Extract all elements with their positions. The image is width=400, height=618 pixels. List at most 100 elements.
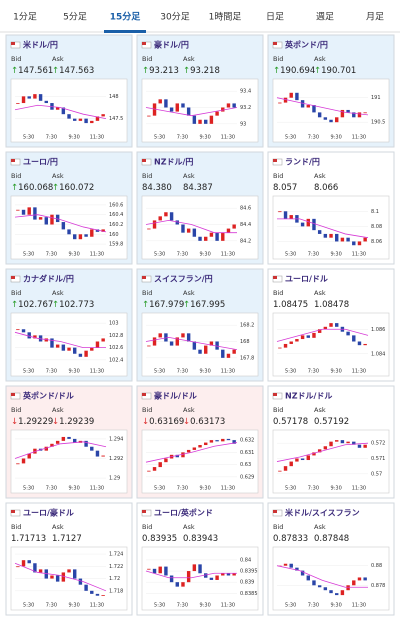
candle — [306, 575, 310, 581]
candle — [352, 335, 356, 342]
candle — [181, 452, 185, 458]
candle — [283, 211, 288, 219]
pair-name[interactable]: ユーロ/円 — [23, 158, 58, 167]
y-tick-label: 102.6 — [109, 345, 123, 351]
ask-label: Ask — [183, 289, 195, 297]
pair-name[interactable]: 豪ドル/円 — [154, 40, 189, 50]
candle — [317, 449, 322, 453]
flag-mark — [142, 393, 146, 396]
candle — [300, 570, 305, 576]
tab[interactable]: 1時間足 — [209, 12, 242, 23]
flag-mark — [142, 42, 146, 45]
bid-price: ↑147.561 — [11, 66, 53, 76]
x-tick-label: 9:30 — [200, 369, 211, 375]
candle — [84, 118, 88, 124]
tab[interactable]: 月足 — [366, 12, 384, 23]
moving-average — [14, 214, 107, 233]
ask-label: Ask — [314, 172, 326, 180]
candle — [73, 347, 77, 354]
candle — [306, 218, 310, 227]
price-arrow: ↓ — [11, 417, 18, 427]
candle — [340, 440, 345, 444]
x-tick-label: 7:30 — [308, 603, 319, 609]
tab[interactable]: 15分足 — [110, 11, 142, 23]
x-tick-label: 5:30 — [154, 486, 165, 492]
y-tick-label: 0.839 — [240, 580, 254, 586]
x-tick-label: 11:30 — [90, 486, 104, 492]
candle — [363, 343, 367, 346]
bid-price: ↑190.694 — [273, 66, 315, 76]
bid-value: 147.561 — [18, 66, 53, 76]
candle — [147, 568, 151, 570]
tab[interactable]: 5分足 — [63, 12, 87, 23]
candle — [198, 349, 202, 354]
bid-value: 84.380 — [142, 183, 172, 193]
chart-frame — [272, 546, 390, 611]
tab[interactable]: 30分足 — [160, 12, 189, 23]
candle — [295, 339, 299, 342]
candle — [175, 582, 179, 587]
moving-average — [276, 97, 369, 116]
pair-name[interactable]: 米ドル/円 — [22, 40, 58, 50]
candle — [67, 569, 71, 573]
bid-value: 190.694 — [280, 66, 315, 76]
x-tick-label: 9:30 — [69, 252, 80, 258]
pair-name[interactable]: 英ポンド/ドル — [22, 391, 74, 401]
x-tick-label: 7:30 — [308, 252, 319, 258]
pair-name[interactable]: 豪ドル/ドル — [154, 391, 197, 401]
pair-name[interactable]: スイスフラン/円 — [154, 275, 213, 284]
candle — [323, 587, 328, 591]
flag-mark — [142, 159, 146, 162]
candle — [323, 117, 328, 120]
pair-name[interactable]: NZドル/円 — [154, 158, 193, 167]
candle — [335, 593, 339, 596]
flag-mark — [11, 393, 15, 396]
tab[interactable]: 日足 — [266, 12, 284, 23]
pair-name[interactable]: 米ドル/スイスフラン — [284, 508, 360, 518]
tab[interactable]: 週足 — [316, 12, 334, 23]
price-arrow: ↓ — [183, 417, 190, 427]
candle — [363, 112, 367, 114]
pair-name[interactable]: ユーロ/ドル — [285, 275, 328, 284]
pair-name[interactable]: 英ポンド/円 — [284, 40, 328, 50]
pair-name[interactable]: ユーロ/豪ドル — [23, 508, 74, 518]
flag-mark — [11, 42, 15, 45]
moving-average — [145, 442, 238, 463]
x-tick-label: 9:30 — [331, 135, 342, 141]
candle — [357, 241, 362, 246]
x-tick-label: 11:30 — [221, 486, 235, 492]
pair-name[interactable]: カナダドル/円 — [23, 274, 74, 284]
tab[interactable]: 1分足 — [13, 12, 37, 23]
pair-name[interactable]: NZドル/ドル — [285, 392, 332, 401]
x-tick-label: 5:30 — [285, 486, 296, 492]
pair-name[interactable]: ランド/円 — [285, 158, 320, 167]
candle — [181, 224, 185, 233]
candle — [164, 458, 168, 463]
y-tick-label: 0.571 — [371, 456, 385, 462]
candle — [27, 207, 31, 215]
y-tick-label: 0.63 — [240, 462, 251, 468]
candle — [175, 220, 179, 225]
candle — [300, 222, 305, 227]
candle — [226, 228, 231, 233]
candle — [186, 228, 191, 233]
candle — [38, 569, 43, 573]
candle — [38, 94, 43, 101]
pair-name[interactable]: ユーロ/英ポンド — [154, 508, 213, 518]
candle — [95, 593, 100, 596]
